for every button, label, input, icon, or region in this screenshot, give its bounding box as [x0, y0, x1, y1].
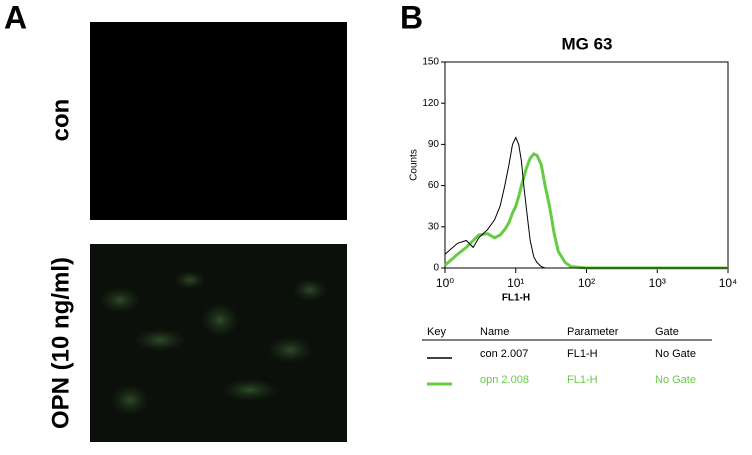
- key-header: Gate: [655, 326, 679, 338]
- y-tick-label: 30: [428, 221, 440, 232]
- image-control: [90, 22, 347, 220]
- row-label: OPN (10 ng/ml): [47, 257, 74, 429]
- x-tick-label: 10⁴: [719, 276, 738, 290]
- panel-label: B: [400, 0, 423, 35]
- x-tick-label: 10⁰: [436, 276, 454, 290]
- x-tick-label: 10³: [649, 276, 666, 290]
- parameter: FL1-H: [567, 374, 598, 386]
- x-tick-label: 10²: [578, 276, 595, 290]
- gate: No Gate: [655, 348, 696, 360]
- series-line: [444, 152, 728, 270]
- series-line: [444, 136, 728, 269]
- key-header: Key: [427, 326, 446, 338]
- y-tick-label: 60: [428, 180, 440, 191]
- key-header: Parameter: [567, 326, 619, 338]
- x-axis-label: FL1-H: [502, 293, 530, 304]
- y-axis-label: Counts: [409, 149, 420, 181]
- gate: No Gate: [655, 374, 696, 386]
- parameter: FL1-H: [567, 348, 598, 360]
- row-label: con: [47, 99, 74, 142]
- legend-name: con 2.007: [480, 348, 528, 360]
- plot-frame: [444, 61, 729, 269]
- chart-title: MG 63: [561, 34, 612, 53]
- y-tick-label: 150: [422, 57, 439, 68]
- y-tick-label: 120: [422, 98, 439, 109]
- panel-label: A: [4, 0, 27, 35]
- key-header: Name: [480, 326, 509, 338]
- y-tick-label: 0: [433, 263, 439, 274]
- x-tick-label: 10¹: [507, 276, 524, 290]
- y-tick-label: 90: [428, 139, 440, 150]
- image-opn: [90, 244, 347, 442]
- legend-name: opn 2.008: [480, 374, 529, 386]
